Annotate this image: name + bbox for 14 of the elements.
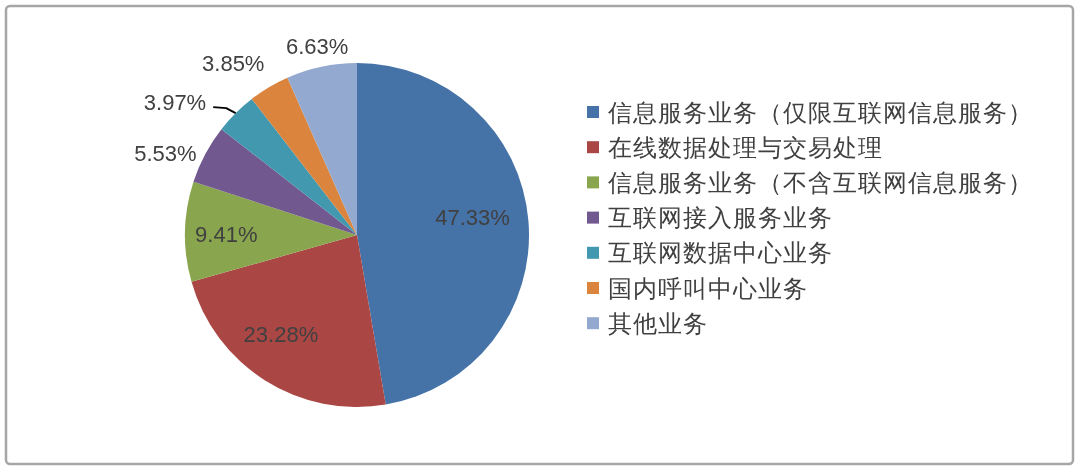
data-label: 3.85% <box>202 50 265 76</box>
legend-label: 信息服务业务（仅限互联网信息服务） <box>608 98 1033 126</box>
data-label: 23.28% <box>243 322 319 348</box>
legend-label: 国内呼叫中心业务 <box>608 274 808 302</box>
legend-label: 互联网数据中心业务 <box>608 239 833 267</box>
data-label: 47.33% <box>435 204 510 230</box>
legend-label: 信息服务业务（不含互联网信息服务） <box>608 168 1033 196</box>
data-label: 3.97% <box>143 89 207 115</box>
data-label: 6.63% <box>285 34 349 59</box>
legend-label: 在线数据处理与交易处理 <box>608 133 883 161</box>
data-label: 9.41% <box>195 222 258 248</box>
legend-label: 互联网接入服务业务 <box>608 204 833 232</box>
data-label: 5.53% <box>134 141 197 167</box>
legend-label: 其他业务 <box>608 309 708 337</box>
